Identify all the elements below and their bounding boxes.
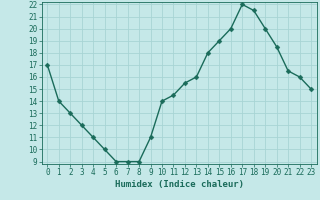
X-axis label: Humidex (Indice chaleur): Humidex (Indice chaleur): [115, 180, 244, 189]
